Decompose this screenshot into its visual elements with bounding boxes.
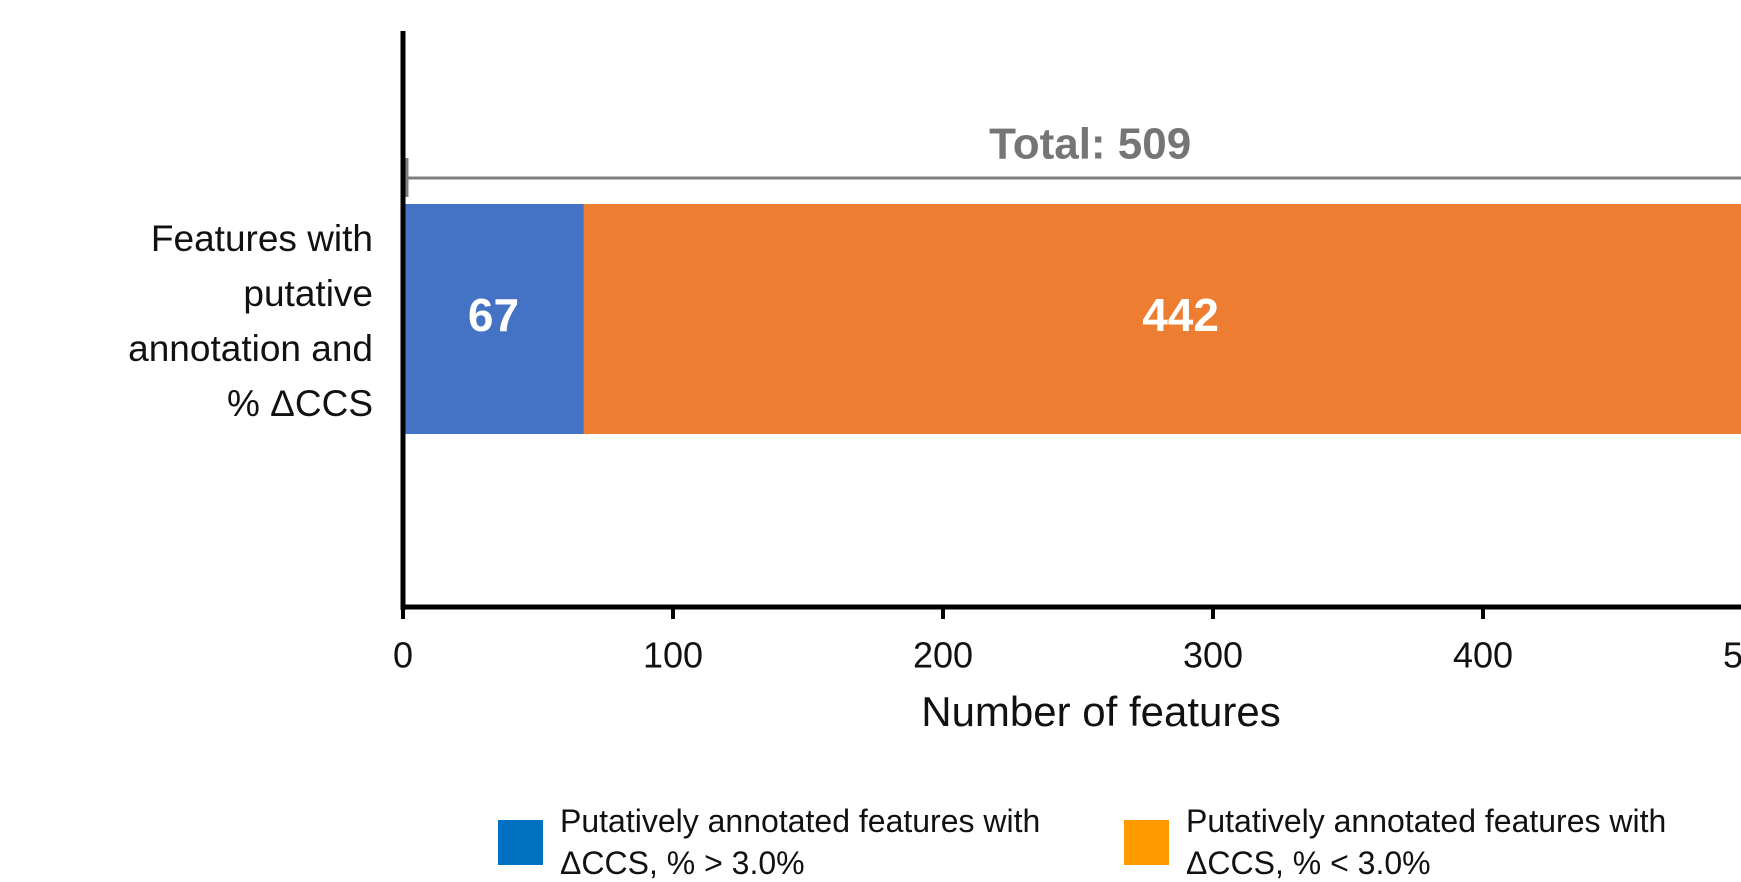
- total-label: Total: 509: [989, 120, 1191, 169]
- bar-segment: [583, 204, 1741, 434]
- x-tick-label: 500: [1723, 635, 1741, 676]
- x-tick-label: 400: [1453, 635, 1513, 676]
- x-axis-title: Number of features: [921, 688, 1281, 735]
- x-tick-label: 0: [393, 635, 413, 676]
- x-tick-label: 100: [643, 635, 703, 676]
- x-tick-label: 200: [913, 635, 973, 676]
- legend-label: Putatively annotated features with ΔCCS,…: [560, 803, 1041, 881]
- data-label: 442: [1142, 289, 1219, 341]
- bar-segment: [403, 204, 584, 434]
- category-label: Features with putative annotation and % …: [128, 218, 373, 424]
- legend-swatch: [498, 820, 543, 865]
- legend-label: Putatively annotated features with ΔCCS,…: [1186, 803, 1667, 881]
- legend-swatch: [1124, 820, 1169, 865]
- x-tick-label: 300: [1183, 635, 1243, 676]
- data-label: 67: [468, 289, 519, 341]
